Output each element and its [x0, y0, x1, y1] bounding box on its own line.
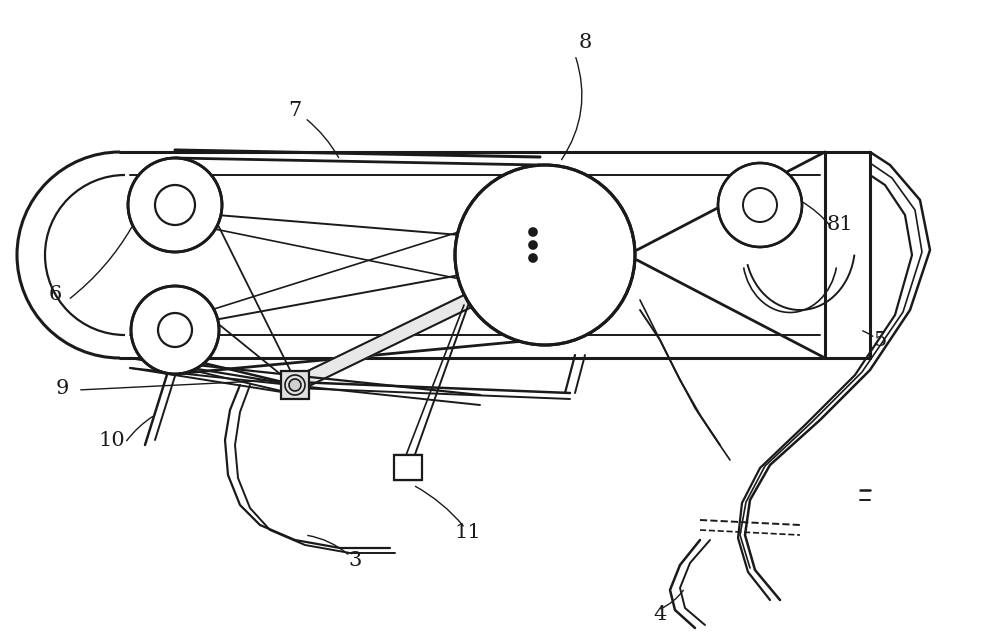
Text: 3: 3	[348, 550, 362, 569]
Circle shape	[529, 228, 537, 236]
Text: 5: 5	[873, 331, 887, 349]
Bar	[281, 371, 309, 399]
Text: 8: 8	[578, 33, 592, 51]
Polygon shape	[292, 293, 473, 391]
Circle shape	[455, 165, 635, 345]
Text: 9: 9	[55, 379, 69, 397]
Circle shape	[131, 286, 219, 374]
Text: 81: 81	[827, 216, 853, 234]
Circle shape	[289, 379, 301, 391]
Text: 10: 10	[99, 431, 125, 449]
Text: 4: 4	[653, 605, 667, 625]
Circle shape	[128, 158, 222, 252]
Circle shape	[718, 163, 802, 247]
Bar	[394, 455, 422, 480]
Text: 11: 11	[455, 523, 481, 542]
Circle shape	[529, 241, 537, 249]
Circle shape	[529, 254, 537, 262]
Text: 7: 7	[288, 101, 302, 119]
Text: 6: 6	[48, 286, 62, 304]
